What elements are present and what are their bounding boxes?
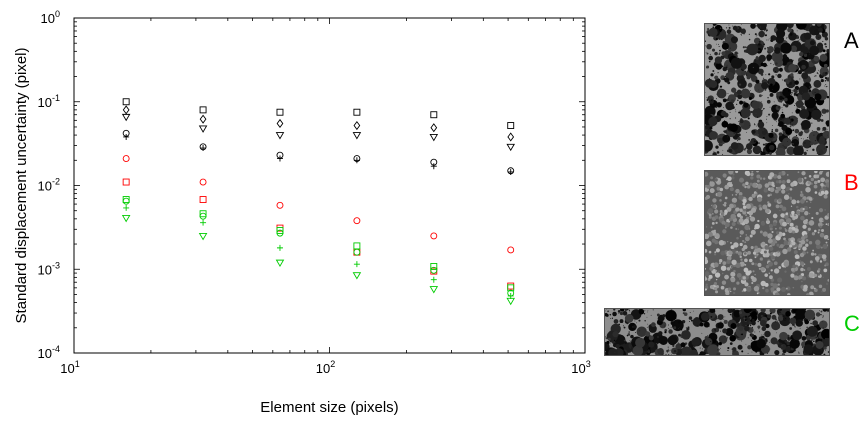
speckle-pattern-b	[705, 171, 829, 295]
x-axis-label: Element size (pixels)	[260, 399, 398, 416]
data-point-circle	[276, 201, 284, 209]
data-point-square	[353, 108, 361, 116]
sample-image-b	[704, 170, 830, 296]
panel-label-b: B	[844, 170, 859, 195]
data-point-diamond	[122, 105, 130, 115]
data-point-circle	[199, 178, 207, 186]
data-point-triangle	[506, 297, 516, 306]
data-point-triangle	[352, 272, 362, 280]
data-point-triangle	[198, 125, 208, 133]
x-tick-label: 101	[60, 359, 79, 376]
data-point-circle	[353, 217, 361, 225]
data-point-plus	[123, 133, 130, 140]
data-point-plus	[123, 204, 130, 211]
data-point-diamond	[199, 114, 207, 124]
data-point-triangle	[121, 113, 131, 122]
x-tick-label: 103	[571, 359, 590, 376]
data-point-square	[199, 196, 207, 203]
data-point-square	[122, 98, 130, 106]
data-point-diamond	[430, 123, 438, 133]
data-point-plus	[276, 244, 283, 251]
y-tick-label: 100	[41, 9, 60, 26]
panel-label-c: C	[844, 311, 860, 336]
data-point-circle	[276, 229, 284, 237]
data-point-diamond	[507, 132, 515, 142]
sample-image-a	[704, 23, 830, 156]
data-point-triangle	[352, 132, 362, 140]
data-point-square	[507, 122, 515, 129]
data-point-square	[430, 111, 438, 119]
data-point-circle	[353, 248, 361, 256]
data-point-plus	[430, 276, 437, 283]
data-point-plus	[507, 168, 514, 175]
y-tick-label: 10-2	[38, 177, 60, 194]
speckle-pattern-c	[605, 309, 829, 355]
data-point-triangle	[429, 286, 439, 294]
data-point-triangle	[429, 133, 439, 142]
data-point-plus	[430, 163, 437, 170]
data-point-triangle	[275, 259, 285, 268]
axis-ticks	[73, 17, 586, 354]
y-tick-label: 10-3	[38, 260, 60, 277]
data-points	[121, 98, 516, 306]
y-tick-label: 10-4	[38, 344, 60, 361]
panel-label-a: A	[844, 28, 859, 53]
data-point-diamond	[353, 120, 361, 131]
plot-area	[73, 17, 586, 354]
y-tick-label: 10-1	[38, 93, 60, 110]
data-point-square	[199, 210, 207, 218]
data-point-circle	[507, 246, 515, 254]
speckle-pattern-a	[705, 24, 829, 155]
data-point-triangle	[121, 214, 131, 223]
data-point-square	[507, 284, 515, 292]
data-point-triangle	[198, 232, 208, 241]
data-point-square	[276, 227, 284, 234]
y-axis-label: Standard displacement uncertainty (pixel…	[13, 48, 30, 324]
data-point-square	[122, 178, 130, 186]
data-point-plus	[353, 261, 360, 268]
data-point-triangle	[275, 132, 285, 140]
data-point-plus	[200, 219, 207, 226]
data-point-plus	[200, 145, 207, 152]
data-point-circle	[122, 155, 130, 162]
data-point-circle	[430, 266, 438, 274]
tick-labels: 101 102 103 10-4 10-3 10-2 10-1 100	[38, 9, 591, 376]
data-point-square	[276, 108, 284, 116]
sample-image-c	[604, 308, 830, 356]
data-point-circle	[430, 232, 438, 240]
data-point-circle	[122, 197, 130, 205]
data-point-diamond	[276, 118, 284, 129]
data-point-square	[430, 263, 438, 270]
data-point-square	[199, 106, 207, 114]
data-point-circle	[199, 212, 207, 220]
data-point-plus	[276, 155, 283, 162]
x-tick-label: 102	[316, 359, 335, 376]
data-point-plus	[353, 157, 360, 164]
uncertainty-chart: 101 102 103 10-4 10-3 10-2 10-1 100 Element siz…	[13, 9, 591, 416]
data-point-triangle	[506, 143, 516, 152]
